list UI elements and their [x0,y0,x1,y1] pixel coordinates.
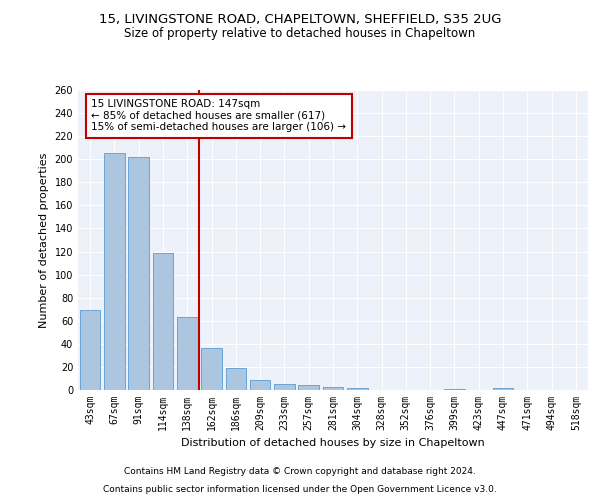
Bar [347,388,368,390]
Bar [298,386,319,390]
Bar [201,348,222,390]
Text: 15 LIVINGSTONE ROAD: 147sqm
← 85% of detached houses are smaller (617)
15% of se: 15 LIVINGSTONE ROAD: 147sqm ← 85% of det… [91,99,346,132]
Y-axis label: Number of detached properties: Number of detached properties [39,152,49,328]
Text: Contains public sector information licensed under the Open Government Licence v3: Contains public sector information licen… [103,485,497,494]
X-axis label: Distribution of detached houses by size in Chapeltown: Distribution of detached houses by size … [181,438,485,448]
Text: 15, LIVINGSTONE ROAD, CHAPELTOWN, SHEFFIELD, S35 2UG: 15, LIVINGSTONE ROAD, CHAPELTOWN, SHEFFI… [99,12,501,26]
Bar [444,389,465,390]
Bar [493,388,514,390]
Bar [250,380,271,390]
Bar [177,318,197,390]
Bar [323,386,343,390]
Text: Contains HM Land Registry data © Crown copyright and database right 2024.: Contains HM Land Registry data © Crown c… [124,467,476,476]
Bar [80,310,100,390]
Bar [274,384,295,390]
Bar [152,252,173,390]
Bar [104,154,125,390]
Bar [128,157,149,390]
Bar [226,368,246,390]
Text: Size of property relative to detached houses in Chapeltown: Size of property relative to detached ho… [124,28,476,40]
